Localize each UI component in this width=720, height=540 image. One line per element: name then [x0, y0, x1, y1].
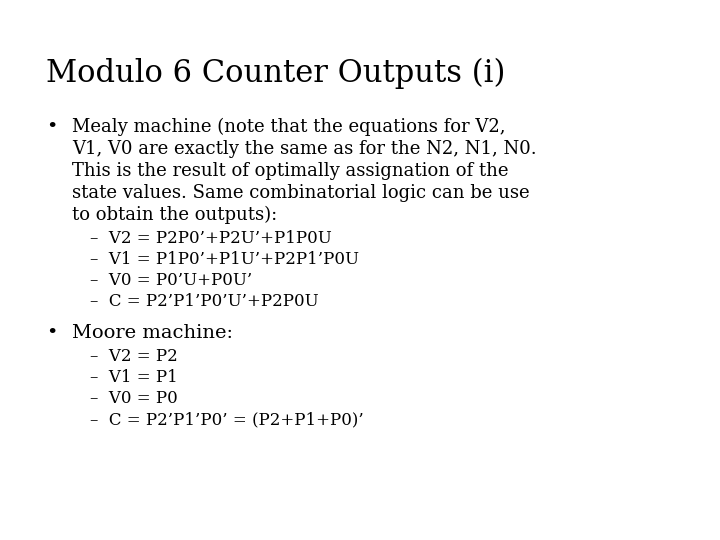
Text: Moore machine:: Moore machine: [72, 324, 233, 342]
Text: –  V2 = P2P0’+P2U’+P1P0U: – V2 = P2P0’+P2U’+P1P0U [90, 230, 332, 247]
Text: –  V0 = P0’U+P0U’: – V0 = P0’U+P0U’ [90, 272, 252, 289]
Text: Modulo 6 Counter Outputs (i): Modulo 6 Counter Outputs (i) [46, 58, 505, 89]
Text: V1, V0 are exactly the same as for the N2, N1, N0.: V1, V0 are exactly the same as for the N… [72, 140, 536, 158]
Text: –  C = P2’P1’P0’U’+P2P0U: – C = P2’P1’P0’U’+P2P0U [90, 293, 319, 310]
Text: –  V0 = P0: – V0 = P0 [90, 390, 178, 407]
Text: to obtain the outputs):: to obtain the outputs): [72, 206, 277, 224]
Text: –  V1 = P1P0’+P1U’+P2P1’P0U: – V1 = P1P0’+P1U’+P2P1’P0U [90, 251, 359, 268]
Text: state values. Same combinatorial logic can be use: state values. Same combinatorial logic c… [72, 184, 530, 202]
Text: –  V1 = P1: – V1 = P1 [90, 369, 178, 386]
Text: •: • [46, 118, 58, 136]
Text: •: • [46, 324, 58, 342]
Text: –  V2 = P2: – V2 = P2 [90, 348, 178, 365]
Text: Mealy machine (note that the equations for V2,: Mealy machine (note that the equations f… [72, 118, 505, 136]
Text: –  C = P2’P1’P0’ = (P2+P1+P0)’: – C = P2’P1’P0’ = (P2+P1+P0)’ [90, 411, 364, 428]
Text: This is the result of optimally assignation of the: This is the result of optimally assignat… [72, 162, 508, 180]
